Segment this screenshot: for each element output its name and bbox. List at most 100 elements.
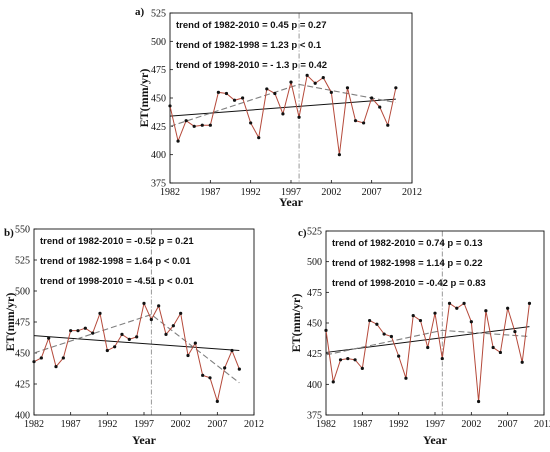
data-point [281,112,285,116]
data-point [362,121,366,125]
data-point [69,329,73,333]
data-point [513,329,517,334]
y-tick-label: 375 [307,411,322,422]
data-point [426,345,430,350]
x-tick-label: 2007 [207,419,227,430]
data-point [338,358,343,362]
data-point [135,335,139,339]
x-tick-label: 1992 [97,419,117,430]
data-point [157,304,161,308]
trend-annotation: trend of 1982-1998 = 1.14 p = 0.22 [332,258,483,269]
trend-annotation: trend of 1998-2010 = -4.51 p < 0.01 [40,276,194,287]
data-point [370,96,374,100]
data-point [171,324,175,328]
data-point [297,115,301,119]
data-point [184,119,188,123]
trend-annotation: trend of 1998-2010 = -0.42 p = 0.83 [332,278,486,289]
x-tick-label: 2007 [498,419,518,430]
data-point [433,311,437,315]
data-point [39,356,43,360]
y-tick-label: 425 [307,349,322,360]
data-point [201,373,205,377]
data-point [382,332,386,336]
piecewise-trend-line [169,83,396,127]
data-point [241,96,245,100]
y-tick-label: 400 [15,411,30,422]
chart-panel-3: 375 400 425 450 475 500 525 1982 1987 1992 1997 200… [289,227,550,448]
data-point [527,301,532,305]
data-point [61,356,65,360]
data-point [54,365,58,369]
x-tick-label: 1992 [241,187,261,198]
y-tick-label: 525 [151,9,166,20]
data-point [447,301,452,305]
trend-line [169,98,396,117]
y-tick-label: 475 [151,65,166,76]
data-point [216,90,220,94]
data-point [418,318,423,323]
y-tick-label: 400 [151,150,166,161]
y-tick-label: 500 [15,287,30,298]
data-point [200,123,204,127]
data-point [257,136,261,140]
x-tick-label: 1982 [160,187,180,198]
trend-line [325,326,530,353]
data-point [179,311,183,315]
x-tick-label: 1982 [316,419,336,430]
panel-label: a) [135,6,145,18]
data-point [142,301,146,305]
trend-annotation: trend of 1982-1998 = 1.23 p < 0.1 [176,40,322,51]
y-axis-label: ET(mm/yr) [289,294,303,353]
data-point [249,121,253,125]
trend-annotation: trend of 1982-2010 = 0.45 p = 0.27 [176,20,327,31]
data-point [337,153,341,157]
data-point [76,329,80,333]
data-point [232,98,237,102]
data-point [394,86,398,90]
trend-annotation: trend of 1982-1998 = 1.64 p < 0.01 [40,256,191,267]
y-tick-label: 550 [15,225,30,236]
x-tick-label: 2002 [461,419,481,430]
x-tick-label: 2012 [402,187,422,198]
data-point [91,331,95,335]
data-point [491,345,495,350]
data-point [120,332,124,336]
data-point [477,399,481,404]
x-tick-label: 2012 [534,419,550,430]
x-tick-label: 1987 [61,419,81,430]
data-point [83,326,87,330]
data-point [164,332,168,336]
x-axis-label: Year [423,433,448,447]
y-tick-label: 425 [151,122,166,133]
y-tick-label: 425 [15,380,30,391]
trend-annotation: trend of 1982-2010 = 0.74 p = 0.13 [332,238,483,249]
data-point [324,328,328,332]
data-point [186,353,190,358]
data-point [462,301,466,305]
data-point [215,399,219,403]
data-point [397,354,401,358]
x-tick-label: 2012 [244,419,264,430]
y-axis-label: ET(mm/yr) [3,293,17,352]
y-tick-label: 375 [151,179,166,190]
data-point [32,360,36,364]
x-tick-label: 2002 [321,187,341,198]
data-point [127,337,131,341]
y-tick-label: 475 [15,318,30,329]
data-point [375,322,379,326]
y-tick-label: 500 [151,37,166,48]
panel-label: c) [298,227,307,239]
data-point [506,306,510,310]
data-point [289,80,293,84]
data-point [47,336,51,340]
data-point [353,119,358,123]
plot-frame [169,12,413,184]
x-tick-label: 2002 [171,419,191,430]
y-tick-label: 450 [15,349,30,360]
piecewise-trend-line [33,313,240,384]
data-point [455,306,459,310]
x-axis-label: Year [279,195,304,209]
x-tick-label: 2007 [362,187,382,198]
data-point [520,360,524,364]
